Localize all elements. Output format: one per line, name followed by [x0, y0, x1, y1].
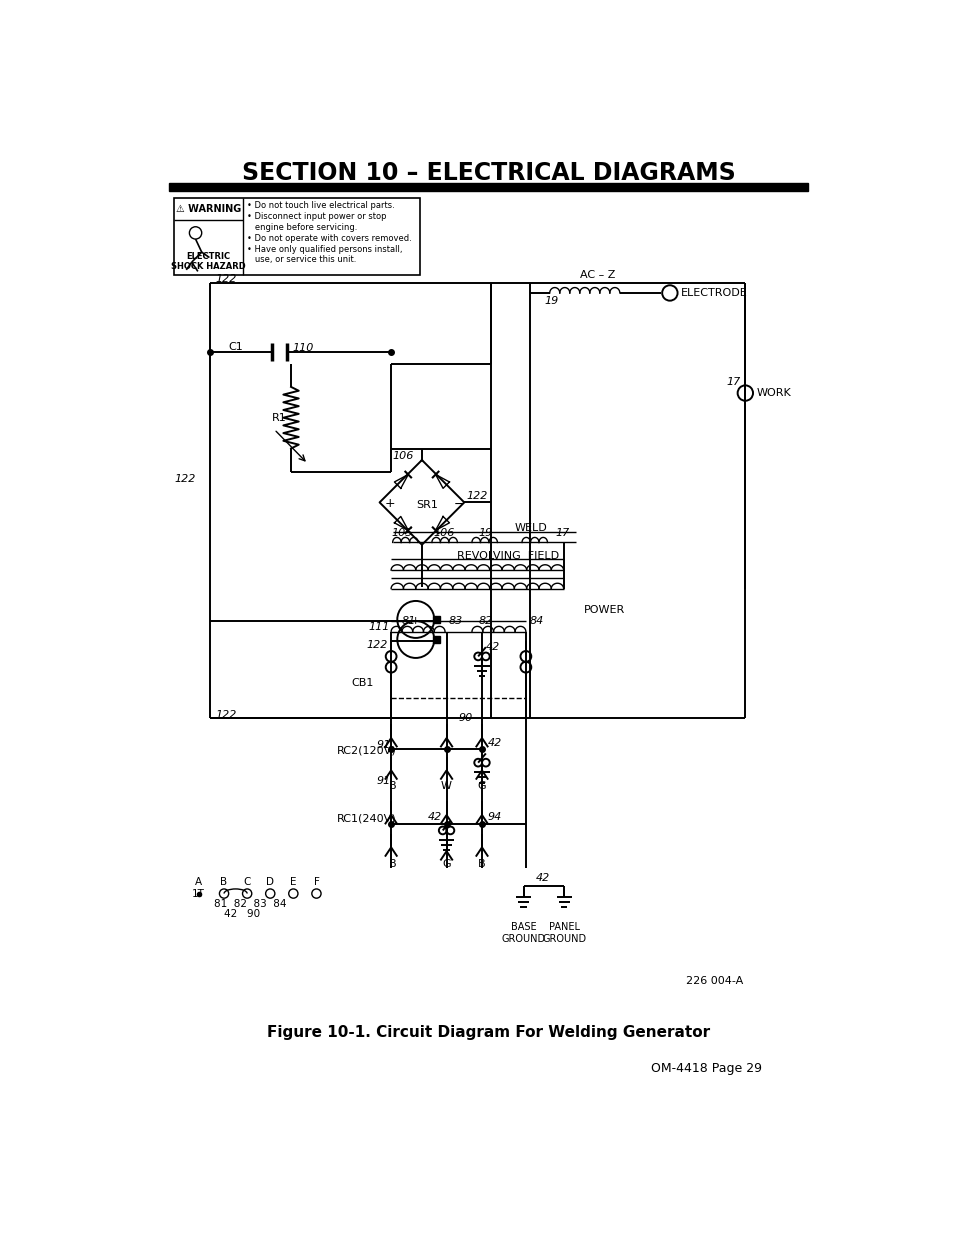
- Text: POWER: POWER: [583, 605, 624, 615]
- Text: A: A: [194, 877, 202, 887]
- Text: Figure 10-1. Circuit Diagram For Welding Generator: Figure 10-1. Circuit Diagram For Welding…: [267, 1025, 710, 1040]
- Text: 122: 122: [173, 474, 195, 484]
- Text: 42: 42: [485, 642, 499, 652]
- Text: BASE
GROUND: BASE GROUND: [501, 923, 545, 944]
- Text: 106: 106: [433, 529, 455, 538]
- Text: 106: 106: [393, 451, 414, 461]
- Text: WELD: WELD: [514, 522, 546, 532]
- Text: 122: 122: [215, 710, 236, 720]
- Text: G: G: [477, 781, 486, 790]
- Text: +: +: [384, 498, 395, 510]
- Text: 19: 19: [477, 529, 492, 538]
- Text: B: B: [389, 860, 396, 869]
- Text: 82: 82: [478, 616, 493, 626]
- Text: G: G: [442, 860, 451, 869]
- Text: 110: 110: [293, 343, 314, 353]
- Text: CB1: CB1: [351, 678, 373, 688]
- Text: 42: 42: [536, 873, 549, 883]
- Text: 42: 42: [487, 739, 501, 748]
- Text: RC2(120V): RC2(120V): [336, 746, 396, 756]
- Text: RC1(240V): RC1(240V): [336, 813, 396, 823]
- Text: AC – Z: AC – Z: [579, 270, 615, 280]
- Text: 94: 94: [487, 813, 501, 823]
- Text: E: E: [290, 877, 296, 887]
- Text: 42: 42: [427, 813, 441, 823]
- Text: −: −: [411, 636, 420, 646]
- Text: • Do not operate with covers removed.: • Do not operate with covers removed.: [247, 233, 412, 243]
- Bar: [433, 636, 439, 643]
- Text: C1: C1: [228, 342, 242, 352]
- Text: 19: 19: [544, 295, 558, 305]
- Text: engine before servicing.: engine before servicing.: [247, 224, 357, 232]
- Text: 91: 91: [376, 740, 391, 750]
- Bar: [433, 615, 439, 624]
- Text: PANEL
GROUND: PANEL GROUND: [541, 923, 586, 944]
- Text: ⚠ WARNING: ⚠ WARNING: [176, 204, 241, 214]
- Text: 1T: 1T: [192, 888, 205, 899]
- Text: B: B: [389, 781, 396, 790]
- Text: 42   90: 42 90: [224, 909, 260, 919]
- Text: 105: 105: [391, 529, 412, 538]
- Text: 226 004-A: 226 004-A: [685, 977, 742, 987]
- Text: −: −: [453, 498, 463, 510]
- Text: • Do not touch live electrical parts.: • Do not touch live electrical parts.: [247, 201, 395, 210]
- Text: REVOLVING  FIELD: REVOLVING FIELD: [456, 551, 558, 561]
- Text: SECTION 10 – ELECTRICAL DIAGRAMS: SECTION 10 – ELECTRICAL DIAGRAMS: [242, 161, 735, 185]
- Text: B: B: [477, 860, 485, 869]
- Text: SR1: SR1: [416, 500, 437, 510]
- Text: use, or service this unit.: use, or service this unit.: [247, 256, 356, 264]
- Text: 122: 122: [466, 492, 487, 501]
- Text: ELECTRIC
SHOCK HAZARD: ELECTRIC SHOCK HAZARD: [172, 252, 246, 272]
- Text: 111: 111: [368, 622, 389, 632]
- Text: R1: R1: [272, 412, 286, 422]
- Text: 91: 91: [376, 776, 391, 787]
- Text: +: +: [411, 616, 420, 626]
- Text: 81: 81: [400, 616, 415, 626]
- Text: F: F: [314, 877, 319, 887]
- Text: • Disconnect input power or stop: • Disconnect input power or stop: [247, 212, 386, 221]
- Text: 83: 83: [449, 616, 462, 626]
- Text: 17: 17: [555, 529, 569, 538]
- Text: • Have only qualified persons install,: • Have only qualified persons install,: [247, 245, 402, 253]
- Text: 90: 90: [457, 713, 472, 722]
- Text: 81  82  83  84: 81 82 83 84: [213, 899, 286, 909]
- Text: 122: 122: [366, 640, 388, 650]
- Text: D: D: [266, 877, 274, 887]
- Bar: [170, 183, 807, 190]
- Bar: [173, 199, 420, 275]
- Text: 84: 84: [529, 616, 543, 626]
- Text: ELECTRODE: ELECTRODE: [679, 288, 746, 298]
- Text: 17: 17: [725, 377, 740, 387]
- Text: B: B: [220, 877, 228, 887]
- Text: C: C: [243, 877, 251, 887]
- Text: 122: 122: [215, 274, 236, 284]
- Text: OM-4418 Page 29: OM-4418 Page 29: [651, 1062, 761, 1074]
- Text: W: W: [440, 781, 452, 790]
- Text: WORK: WORK: [756, 388, 791, 398]
